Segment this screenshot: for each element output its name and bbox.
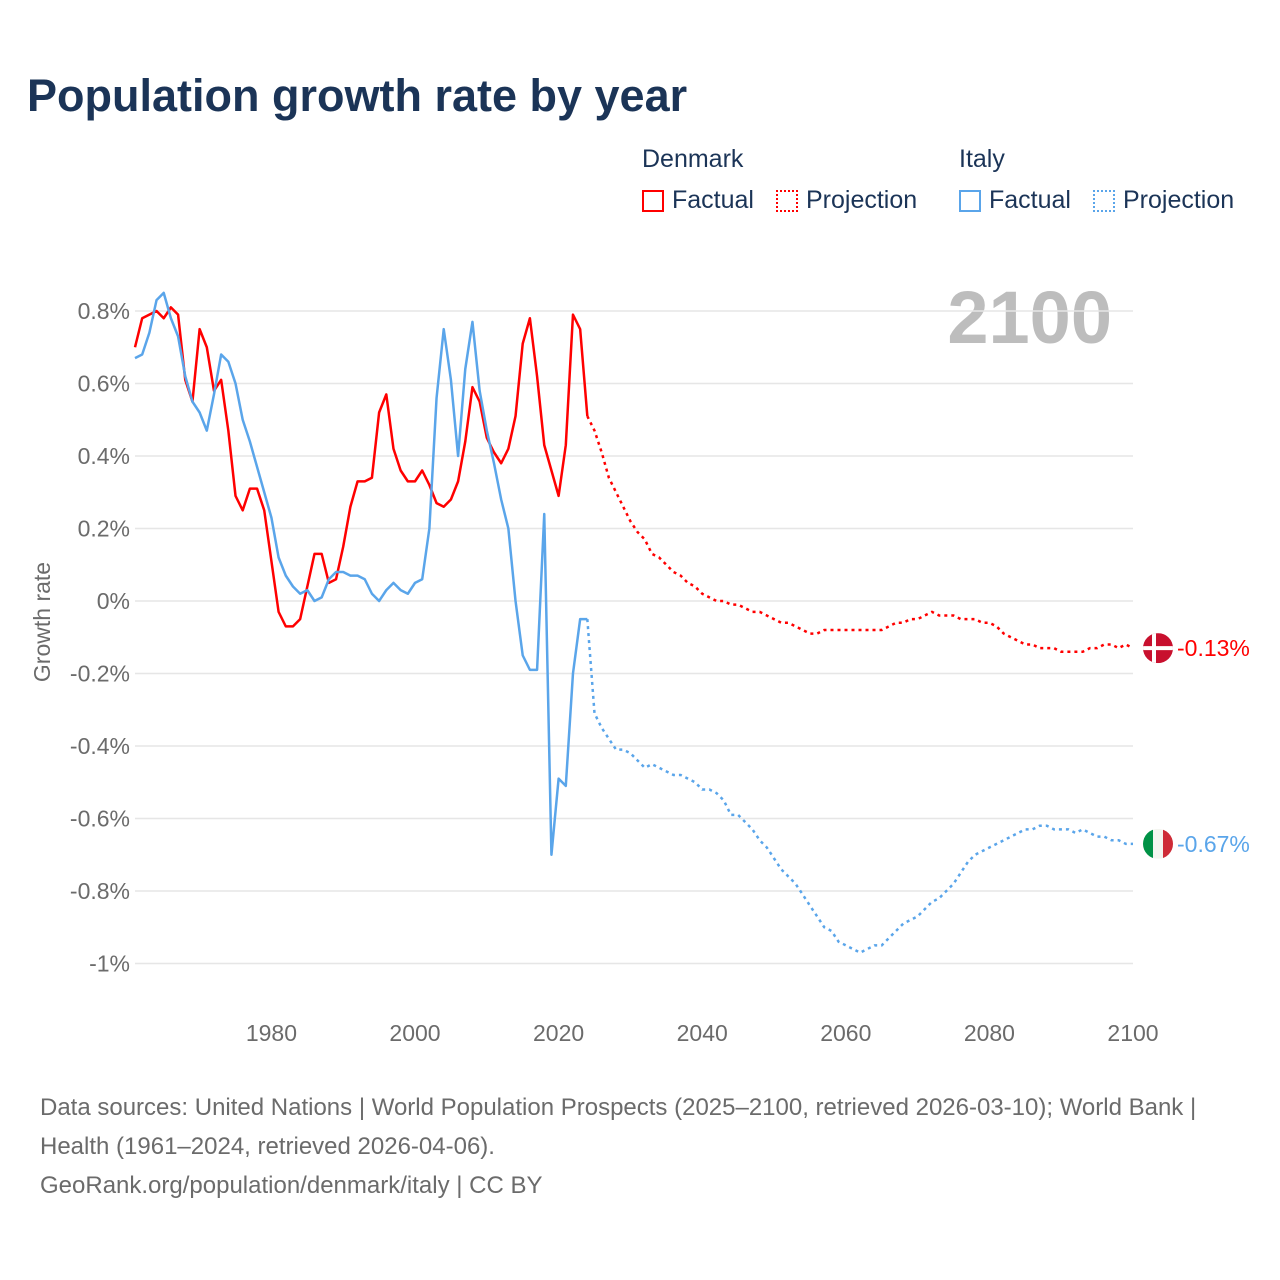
y-tick-label: 0.2% (78, 516, 130, 542)
footer: Data sources: United Nations | World Pop… (40, 1088, 1240, 1205)
legend-swatch (959, 189, 981, 212)
denmark-end-label: -0.13% (1177, 635, 1250, 661)
x-tick-label: 2060 (820, 1020, 871, 1046)
y-tick-label: 0.6% (78, 371, 130, 397)
flag-white (1153, 828, 1163, 859)
denmark-flag-icon (1143, 633, 1173, 664)
year-watermark: 2100 (947, 276, 1112, 359)
legend-group-italy: Italy (959, 145, 1005, 173)
flag-cross (1143, 646, 1173, 651)
x-tick-label: 2080 (964, 1020, 1015, 1046)
y-axis-label: Growth rate (29, 562, 55, 682)
flag-green (1143, 828, 1153, 859)
y-tick-label: -1% (89, 951, 130, 977)
legend-denmark-projection[interactable]: Projection (776, 186, 917, 215)
x-tick-label: 2040 (677, 1020, 728, 1046)
flag-body (1143, 633, 1173, 664)
legend-swatch (1093, 189, 1115, 212)
y-tick-label: 0.8% (78, 298, 130, 324)
y-tick-label: -0.2% (70, 661, 130, 687)
legend-label: Projection (806, 186, 918, 214)
y-tick-label: 0% (97, 588, 130, 614)
italy-end-label: -0.67% (1177, 831, 1250, 857)
y-tick-label: -0.6% (70, 806, 130, 832)
y-tick-label: -0.4% (70, 733, 130, 759)
flag-red (1163, 828, 1173, 859)
italy-flag-icon (1143, 828, 1173, 859)
x-tick-label: 2000 (389, 1020, 440, 1046)
legend-label: Factual (672, 186, 754, 214)
denmark-projection-line (586, 415, 1134, 653)
data-sources: Data sources: United Nations | World Pop… (40, 1094, 1197, 1160)
x-tick-label: 2100 (1107, 1020, 1158, 1046)
italy-projection-line (586, 619, 1133, 955)
legend-italy-factual[interactable]: Factual (959, 186, 1071, 215)
legend-label: Projection (1123, 186, 1235, 214)
credit-link[interactable]: GeoRank.org/population/denmark/italy | C… (40, 1172, 543, 1199)
legend-swatch (776, 189, 798, 212)
y-tick-label: -0.8% (70, 878, 130, 904)
chart-title: Population growth rate by year (27, 70, 688, 121)
legend-group-denmark: Denmark (642, 145, 744, 173)
x-tick-label: 1980 (246, 1020, 297, 1046)
flag-body (1143, 828, 1173, 859)
denmark-factual-line (133, 306, 589, 628)
x-tick-label: 2020 (533, 1020, 584, 1046)
italy-factual-line (134, 291, 588, 856)
legend-italy-projection[interactable]: Projection (1093, 186, 1234, 215)
y-tick-label: 0.4% (78, 443, 130, 469)
legend-label: Factual (989, 186, 1071, 214)
legend-denmark-factual[interactable]: Factual (642, 186, 754, 215)
legend-swatch (642, 189, 664, 212)
